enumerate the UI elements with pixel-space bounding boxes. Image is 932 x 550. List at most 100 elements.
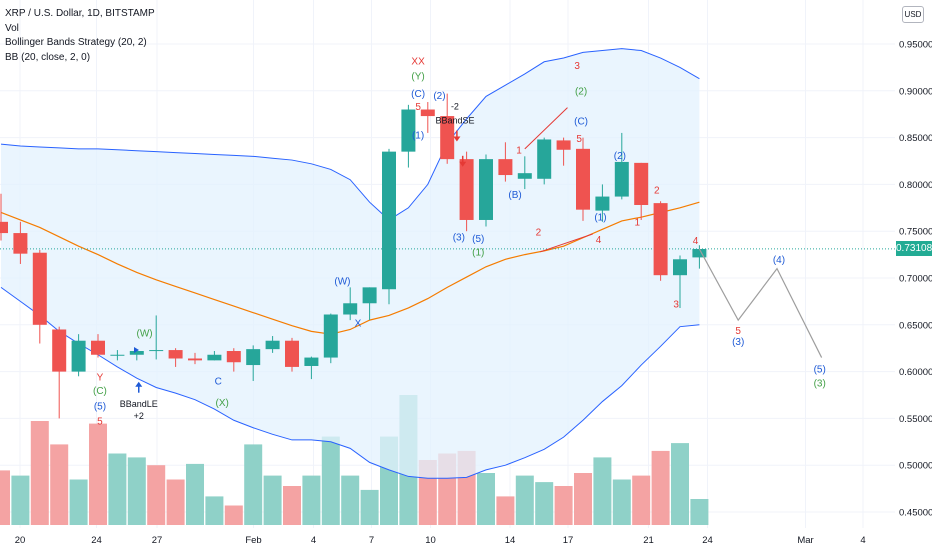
volume-bar — [186, 463, 204, 525]
strategy-indicator-label[interactable]: Bollinger Bands Strategy (20, 2) — [5, 37, 147, 48]
candle-body — [614, 161, 629, 197]
x-tick-label: Feb — [245, 535, 261, 546]
wave-label: 1 — [635, 217, 641, 228]
trend-line — [540, 233, 593, 253]
x-tick-label: 20 — [15, 535, 26, 546]
wave-label: 3 — [673, 300, 679, 311]
y-tick-label: 0.65000 — [899, 320, 932, 331]
candle-body — [382, 151, 396, 290]
candle-body — [537, 139, 552, 179]
wave-label: XX — [411, 56, 425, 67]
projection-path — [698, 248, 823, 358]
candle-body — [362, 287, 377, 304]
volume-bar — [224, 505, 243, 525]
wave-label: (2) — [433, 91, 445, 102]
y-tick-label: 0.70000 — [899, 274, 932, 285]
wave-label: (C) — [411, 89, 425, 100]
volume-bar — [496, 496, 515, 525]
wave-label: 4 — [596, 235, 602, 246]
wave-label: 1 — [516, 145, 522, 156]
candle-body — [401, 109, 416, 152]
volume-bar — [0, 470, 10, 525]
wave-label: (2) — [575, 86, 587, 97]
wave-label: (1) — [412, 130, 424, 141]
volume-bar — [690, 499, 709, 525]
y-tick-label: 0.85000 — [899, 133, 932, 144]
volume-bar — [283, 486, 301, 525]
symbol-title[interactable]: XRP / U.S. Dollar, 1D, BITSTAMP — [5, 8, 155, 19]
wave-label: (C) — [93, 386, 107, 397]
y-tick-label: 0.60000 — [899, 367, 932, 378]
volume-bar — [108, 453, 127, 525]
x-tick-label: 14 — [505, 535, 516, 546]
volume-indicator-label[interactable]: Vol — [5, 22, 19, 34]
candle-body — [265, 340, 280, 350]
buy-signal-arrowhead — [135, 381, 143, 387]
candle-body — [91, 340, 105, 355]
wave-label: 3 — [574, 61, 580, 72]
currency-button[interactable]: USD — [902, 6, 924, 23]
wave-label: +2 — [134, 411, 144, 421]
y-tick-label: 0.80000 — [899, 180, 932, 191]
volume-bar — [651, 450, 670, 525]
wave-label: 5 — [97, 417, 103, 428]
volume-bar — [205, 496, 224, 525]
volume-bar — [11, 475, 30, 525]
wave-label: 5 — [735, 326, 741, 337]
volume-bar — [574, 473, 592, 525]
candle-body — [323, 314, 338, 358]
bollinger-lower-line — [0, 286, 700, 479]
candle-body — [0, 221, 8, 234]
candle-body — [207, 354, 222, 361]
trend-line — [524, 107, 568, 150]
wave-label: C — [215, 376, 222, 387]
candle-body — [168, 350, 183, 359]
wave-label: -2 — [451, 101, 459, 111]
wave-label: 2 — [536, 228, 542, 239]
x-tick-label: 17 — [563, 535, 574, 546]
volume-bar — [360, 489, 379, 525]
wave-label: (1) — [594, 213, 606, 224]
wave-label: BBandLE — [120, 399, 158, 409]
volume-bar — [515, 475, 534, 525]
wave-label: X — [355, 318, 362, 329]
wave-label: (B) — [508, 190, 521, 201]
y-tick-label: 0.50000 — [899, 461, 932, 472]
candle-body — [634, 162, 649, 205]
volume-bar — [302, 475, 321, 525]
candle-body — [498, 159, 513, 176]
wave-label: (C) — [574, 116, 588, 127]
wave-label: (5) — [814, 364, 826, 375]
bollinger-upper-line — [0, 48, 700, 221]
x-tick-label: 4 — [311, 535, 316, 546]
volume-bar — [89, 423, 107, 525]
volume-bar — [632, 475, 651, 525]
wave-label: (4) — [773, 255, 785, 266]
candle-body — [188, 358, 202, 361]
bollinger-indicator-label[interactable]: BB (20, close, 2, 0) — [5, 51, 91, 63]
volume-bar — [554, 486, 573, 525]
last-price-tag: 0.73108 — [896, 241, 932, 256]
wave-label: (3) — [453, 232, 465, 243]
wave-label: (W) — [137, 329, 153, 340]
y-tick-label: 0.90000 — [899, 86, 932, 97]
volume-bar — [50, 444, 69, 525]
wave-label: (2) — [614, 151, 626, 162]
candle-body — [343, 303, 358, 315]
volume-bar — [341, 475, 360, 525]
y-tick-label: 0.95000 — [899, 40, 932, 51]
candle-body — [653, 203, 668, 276]
wave-label: (5) — [472, 234, 484, 245]
candle-body — [246, 349, 261, 366]
x-tick-label: 24 — [702, 535, 713, 546]
candle-body — [149, 350, 164, 352]
wave-label: Y — [97, 373, 104, 384]
y-tick-label: 0.45000 — [899, 508, 932, 519]
x-tick-label: 21 — [643, 535, 654, 546]
x-tick-label: 27 — [152, 535, 163, 546]
sell-signal-arrowhead — [453, 136, 461, 142]
wave-label: 5 — [415, 102, 421, 113]
wave-label: (W) — [334, 276, 350, 287]
volume-bar — [671, 443, 689, 525]
